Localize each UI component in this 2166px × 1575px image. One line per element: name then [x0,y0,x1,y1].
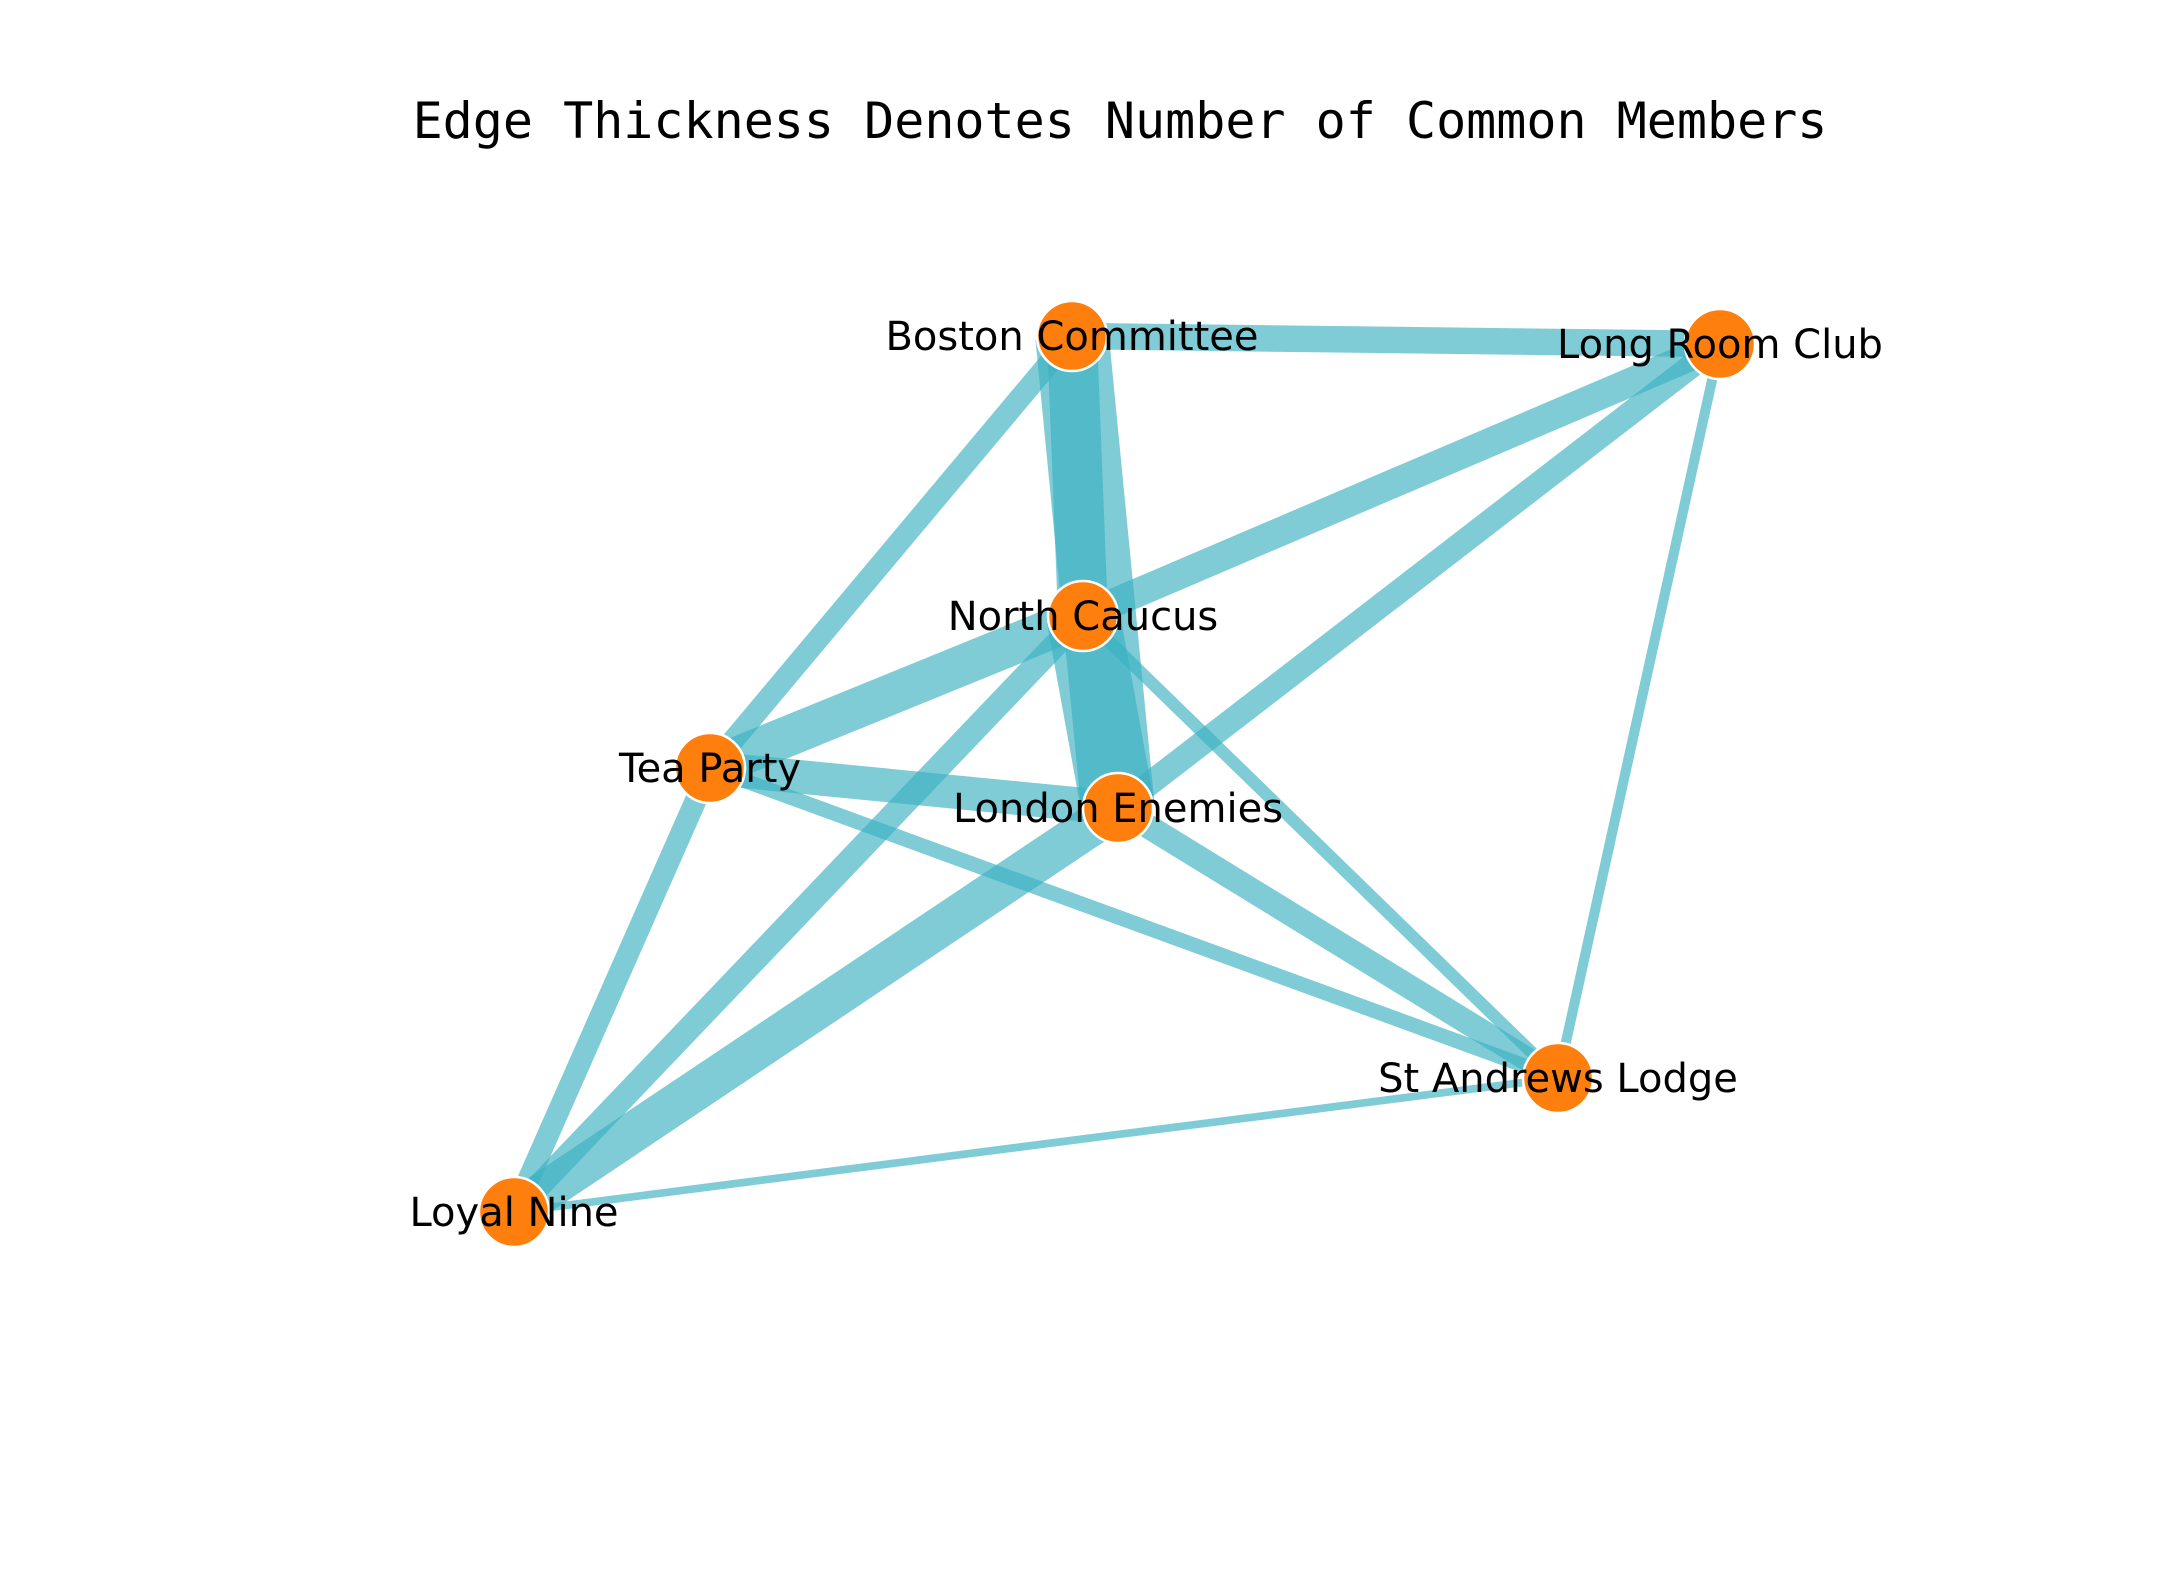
node-label-boston: Boston Committee [885,314,1258,360]
nodes-layer [477,299,1757,1249]
edge-boston-tea [701,328,1081,776]
edge-longroom-standrews [1553,342,1725,1080]
node-label-loyal: Loyal Nine [409,1190,618,1236]
node-label-tea: Tea Party [618,746,801,792]
edge-tea-loyal [504,763,720,1217]
edges-layer [502,322,1728,1229]
node-label-london: London Enemies [953,786,1283,832]
node-north[interactable] [1046,579,1120,653]
node-tea[interactable] [673,731,747,805]
node-loyal[interactable] [477,1175,551,1249]
node-label-longroom: Long Room Club [1557,322,1883,368]
edge-london-standrews [1111,797,1565,1089]
edge-north-tea [702,597,1091,787]
node-label-standrews: St Andrews Lodge [1378,1056,1738,1102]
edge-boston-longroom [1071,322,1721,358]
edge-tea-standrews [707,761,1561,1085]
edge-boston-north [1047,335,1108,617]
edge-north-longroom [1077,330,1726,630]
edge-north-loyal [505,607,1092,1221]
chart-title: Edge Thickness Denotes Number of Common … [413,92,1828,150]
node-standrews[interactable] [1521,1041,1595,1115]
edge-longroom-london [1110,334,1728,818]
node-longroom[interactable] [1683,307,1757,381]
edge-north-standrews [1078,611,1563,1083]
node-london[interactable] [1081,771,1155,845]
labels-layer: Boston Committee Long Room Club North Cauc… [409,314,1882,1236]
edge-loyal-standrews [513,1074,1559,1216]
node-label-north: North Caucus [948,594,1219,640]
node-boston[interactable] [1035,299,1109,373]
